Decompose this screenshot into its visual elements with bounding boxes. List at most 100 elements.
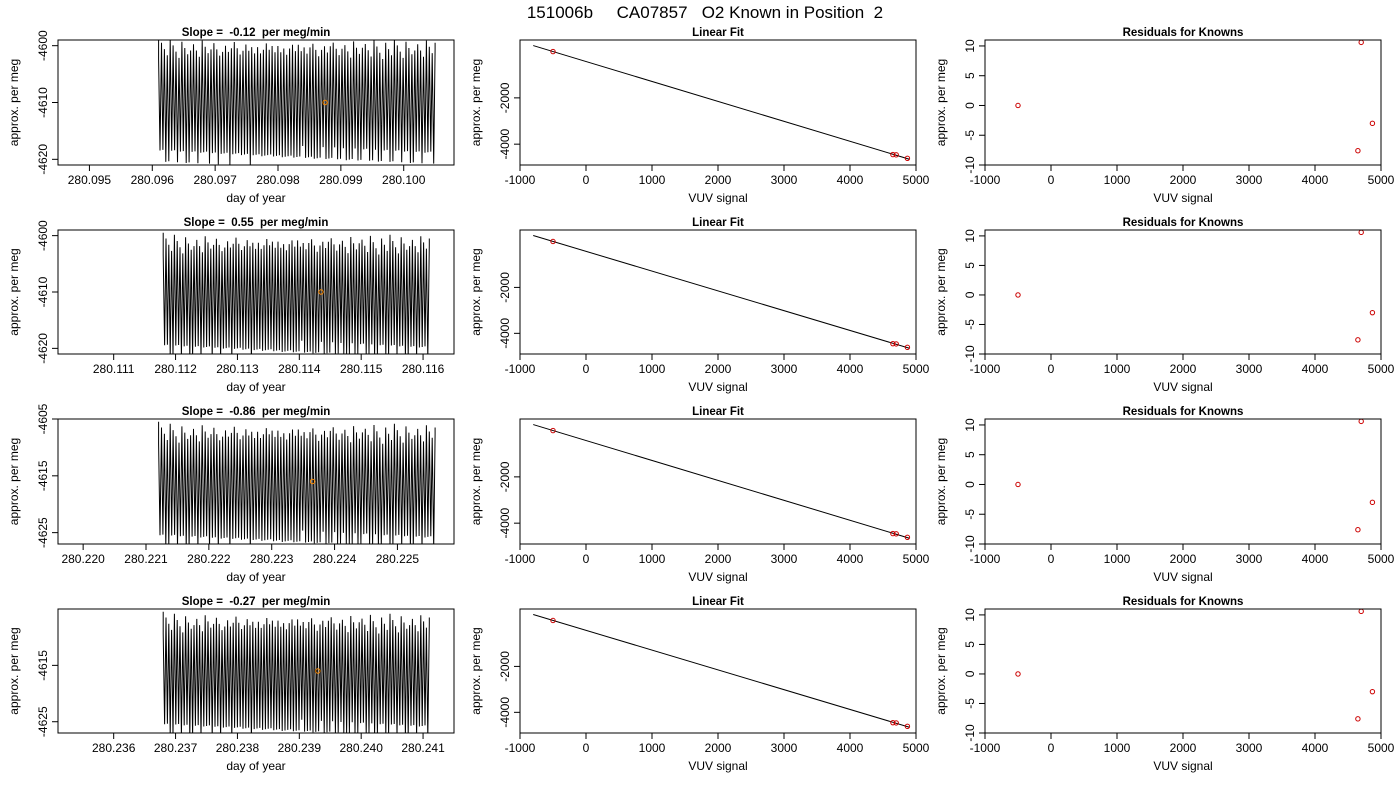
x-tick-label: 280.098 (256, 173, 300, 187)
panel-11: Linear Fit VUV signal approx. per meg -1000… (469, 596, 930, 773)
data-point (1355, 148, 1361, 154)
plot-content (162, 611, 430, 733)
x-tick-label: 5000 (1368, 552, 1395, 566)
y-tick-label: -4620 (36, 144, 50, 175)
data-point (1355, 716, 1361, 722)
x-axis-label: day of year (226, 759, 285, 773)
x-axis-label: VUV signal (688, 570, 747, 584)
data-point (1358, 609, 1364, 615)
data-point (893, 720, 899, 726)
data-point (1015, 481, 1021, 488)
y-tick-label: -4000 (498, 318, 512, 349)
plot-content (158, 421, 436, 544)
x-tick-label: 280.111 (93, 362, 135, 376)
x-tick-label: 5000 (903, 173, 930, 187)
y-tick-label: -4600 (36, 30, 50, 61)
x-tick-label: 280.113 (216, 362, 259, 376)
x-tick-label: 280.220 (61, 552, 105, 566)
panel-2: Linear Fit VUV signal approx. per meg -1000… (469, 27, 930, 205)
x-tick-label: 280.223 (250, 552, 294, 566)
data-point (1015, 102, 1021, 109)
y-tick-label: -2000 (498, 272, 512, 303)
x-tick-label: 280.236 (92, 741, 136, 755)
x-axis-label: VUV signal (1153, 380, 1212, 394)
x-tick-label: 0 (1048, 741, 1055, 755)
x-tick-label: 280.116 (402, 362, 445, 376)
x-tick-label: 3000 (1236, 552, 1263, 566)
plot-frame (519, 39, 917, 166)
data-trace (158, 40, 436, 165)
x-tick-label: 2000 (705, 741, 732, 755)
y-axis-label: approx. per meg (469, 627, 483, 714)
y-tick-label: -2000 (498, 461, 512, 492)
x-tick-label: -1000 (970, 552, 1001, 566)
fit-line (533, 614, 910, 728)
y-tick-label: -4620 (36, 333, 50, 364)
plot-content (162, 232, 430, 354)
plot-content (533, 424, 911, 540)
y-tick-label: 10 (963, 608, 977, 622)
y-axis-label: approx. per meg (934, 627, 948, 714)
x-tick-label: 3000 (1236, 362, 1263, 376)
y-axis-label: approx. per meg (934, 59, 948, 146)
x-axis-label: day of year (226, 570, 285, 584)
data-point (550, 48, 556, 55)
y-tick-label: -4615 (36, 460, 50, 491)
plot-content (1015, 40, 1376, 154)
x-tick-label: 0 (583, 552, 590, 566)
x-tick-label: 3000 (1236, 741, 1263, 755)
panel-title: Slope = -0.27 per meg/min (182, 596, 331, 608)
y-tick-label: 5 (963, 72, 977, 79)
x-tick-label: 280.096 (131, 173, 175, 187)
x-tick-label: 280.224 (313, 552, 357, 566)
x-axis-label: VUV signal (1153, 759, 1212, 773)
data-point (893, 531, 899, 537)
y-tick-label: 10 (963, 39, 977, 53)
x-tick-label: 2000 (705, 173, 732, 187)
data-point (550, 617, 556, 624)
x-tick-label: 2000 (1170, 362, 1197, 376)
x-tick-label: -1000 (505, 741, 536, 755)
plot-content (1015, 230, 1376, 343)
x-tick-label: 280.099 (319, 173, 363, 187)
x-tick-label: 5000 (903, 552, 930, 566)
y-tick-label: -10 (963, 156, 977, 174)
panel-title: Linear Fit (692, 596, 744, 608)
y-axis-label: approx. per meg (7, 627, 21, 714)
panel-1: Slope = -0.12 per meg/min day of year appr… (7, 27, 455, 205)
x-tick-label: 4000 (837, 741, 864, 755)
data-point (1015, 671, 1021, 677)
y-tick-label: -2000 (498, 82, 512, 113)
y-axis-label: approx. per meg (7, 59, 21, 146)
fit-line (533, 424, 910, 539)
y-tick-label: -10 (963, 535, 977, 553)
panel-title: Linear Fit (692, 217, 744, 229)
x-tick-label: 1000 (1104, 362, 1131, 376)
x-tick-label: 4000 (837, 173, 864, 187)
panel-title: Slope = -0.12 per meg/min (182, 27, 331, 39)
y-tick-label: 5 (963, 641, 977, 648)
x-tick-label: 0 (1048, 552, 1055, 566)
y-tick-label: 0 (963, 102, 977, 109)
x-tick-label: 280.097 (193, 173, 237, 187)
fit-line (533, 45, 910, 160)
x-tick-label: -1000 (505, 362, 536, 376)
figure-title: 151006b CA07857 O2 Known in Position 2 (527, 3, 883, 22)
x-tick-label: 280.221 (124, 552, 168, 566)
data-point (904, 534, 911, 540)
data-trace (162, 611, 430, 733)
y-axis-label: approx. per meg (7, 438, 21, 525)
x-axis-label: VUV signal (1153, 570, 1212, 584)
y-tick-label: -10 (963, 724, 977, 742)
x-tick-label: -1000 (970, 173, 1001, 187)
fit-line (533, 235, 910, 349)
x-tick-label: 3000 (771, 173, 798, 187)
y-tick-label: -4625 (36, 517, 50, 548)
x-tick-label: 1000 (1104, 552, 1131, 566)
x-tick-label: 3000 (771, 362, 798, 376)
plot-frame (519, 608, 917, 734)
x-axis-label: VUV signal (688, 380, 747, 394)
data-point (904, 723, 911, 730)
x-tick-label: 4000 (1302, 552, 1329, 566)
x-tick-label: -1000 (505, 173, 536, 187)
